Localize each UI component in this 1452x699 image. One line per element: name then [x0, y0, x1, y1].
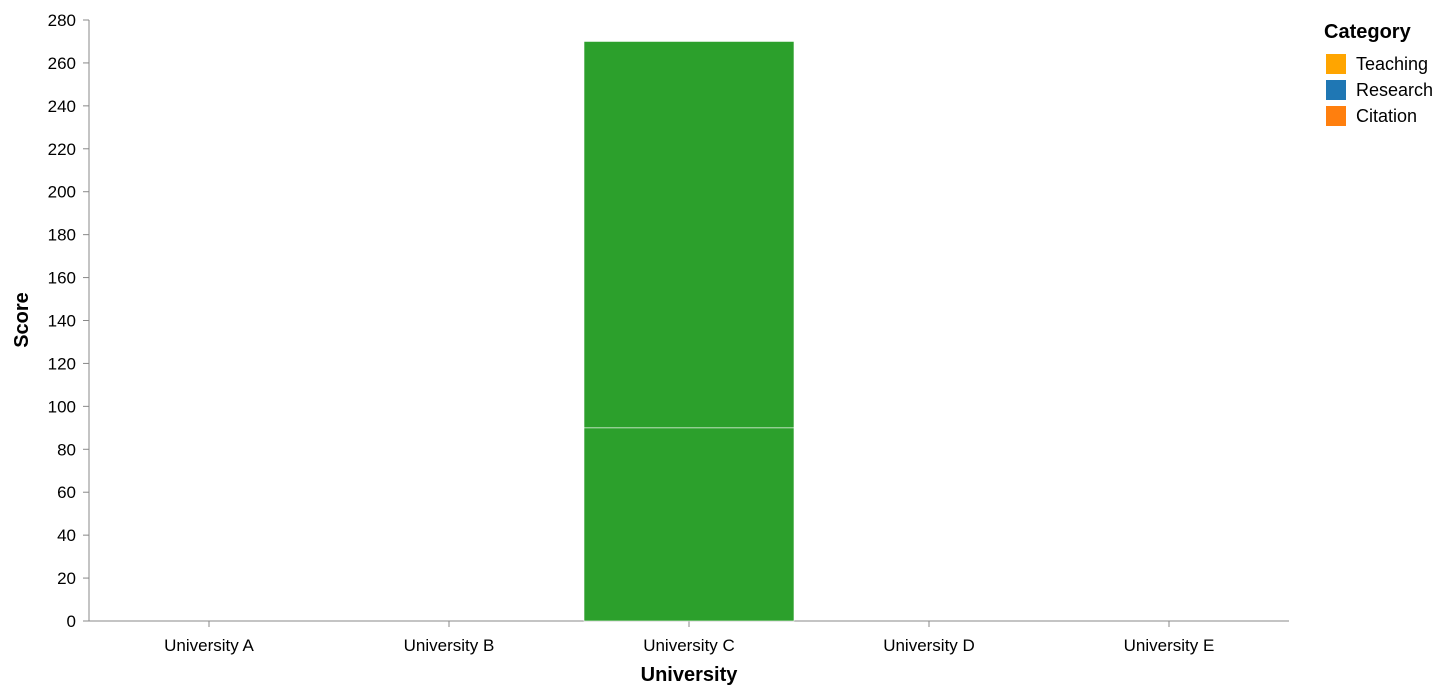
bar-segment	[583, 427, 795, 622]
y-tick-label: 140	[48, 312, 76, 331]
y-tick-label: 40	[57, 526, 76, 545]
bars	[583, 41, 795, 622]
y-tick-label: 0	[67, 612, 76, 631]
y-tick-label: 100	[48, 397, 76, 416]
bar-segment	[583, 41, 795, 429]
x-tick-label: University B	[404, 636, 495, 655]
legend-label: Citation	[1356, 106, 1417, 126]
x-tick-label: University D	[883, 636, 975, 655]
y-tick-label: 240	[48, 97, 76, 116]
x-tick-label: University C	[643, 636, 735, 655]
x-tick-label: University E	[1124, 636, 1215, 655]
x-axis-title: University	[641, 664, 739, 686]
y-tick-label: 60	[57, 483, 76, 502]
x-axis: University A University B University C Univ…	[89, 620, 1289, 655]
y-tick-label: 180	[48, 226, 76, 245]
y-tick-label: 160	[48, 269, 76, 288]
legend-swatch	[1326, 80, 1346, 100]
y-tick-label: 200	[48, 183, 76, 202]
legend-label: Research	[1356, 80, 1433, 100]
y-axis-title: Score	[11, 292, 33, 348]
y-tick-label: 220	[48, 140, 76, 159]
legend-title: Category	[1324, 21, 1412, 43]
y-tick-label: 80	[57, 440, 76, 459]
y-tick-label: 260	[48, 54, 76, 73]
legend-swatch	[1326, 106, 1346, 126]
y-tick-label: 280	[48, 11, 76, 30]
x-tick-label: University A	[164, 636, 254, 655]
y-tick-label: 120	[48, 354, 76, 373]
legend: Category Teaching Research Citation	[1324, 21, 1433, 126]
y-axis: 0 20 40 60 80 100 120 140 160 180 200 220 240 260 280	[48, 11, 90, 631]
legend-label: Teaching	[1356, 54, 1428, 74]
legend-swatch	[1326, 54, 1346, 74]
y-tick-label: 20	[57, 569, 76, 588]
